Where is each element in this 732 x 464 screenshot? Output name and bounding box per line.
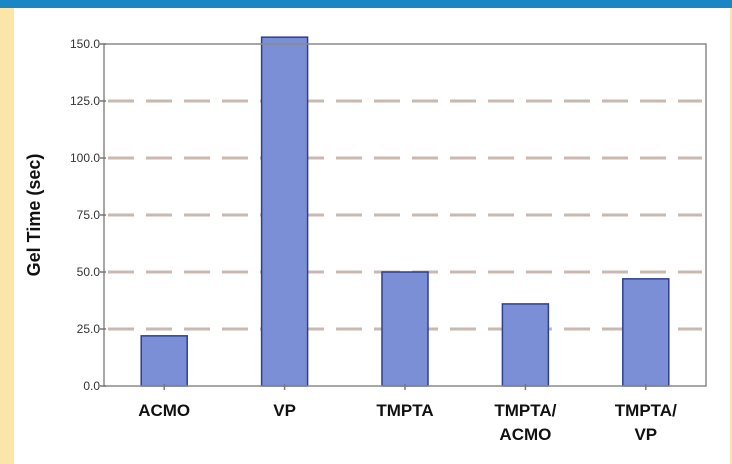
bar-vp	[260, 36, 309, 387]
x-category-label-line: VP	[273, 401, 296, 420]
x-category-label: TMPTA/ACMO	[494, 401, 556, 444]
x-category-label-line: TMPTA	[376, 401, 433, 420]
bar-acmo	[140, 335, 188, 387]
bar-tmpta-vp	[622, 278, 670, 387]
axes	[100, 43, 707, 390]
chart-panel	[14, 8, 730, 464]
y-tick-label: 50.0	[77, 265, 101, 279]
y-tick-label: 150.0	[70, 37, 100, 51]
y-tick-label: 0.0	[83, 379, 100, 393]
bar-tmpta-acmo	[501, 303, 550, 387]
x-category-label-line: TMPTA/	[494, 401, 556, 420]
y-axis-title: Gel Time (sec)	[24, 154, 44, 277]
x-category-label-line: ACMO	[138, 401, 190, 420]
top-accent-bar	[0, 0, 732, 8]
x-category-label: TMPTA/VP	[615, 401, 677, 444]
x-category-label: ACMO	[138, 401, 190, 420]
y-tick-labels: 0.0 25.0 50.0 75.0 100.0 125.0 150.0	[70, 37, 100, 393]
y-tick-label: 25.0	[77, 322, 101, 336]
x-category-label-line: TMPTA/	[615, 401, 677, 420]
x-category-label: VP	[273, 401, 296, 420]
bars	[140, 36, 670, 387]
y-tick-label: 125.0	[70, 94, 100, 108]
x-category-label: TMPTA	[376, 401, 433, 420]
grid-lines	[108, 99, 702, 331]
y-tick-label: 75.0	[77, 208, 101, 222]
y-tick-label: 100.0	[70, 151, 100, 165]
bar-tmpta	[381, 271, 429, 387]
x-category-label-line: VP	[634, 425, 657, 444]
x-category-label-line: ACMO	[499, 425, 551, 444]
